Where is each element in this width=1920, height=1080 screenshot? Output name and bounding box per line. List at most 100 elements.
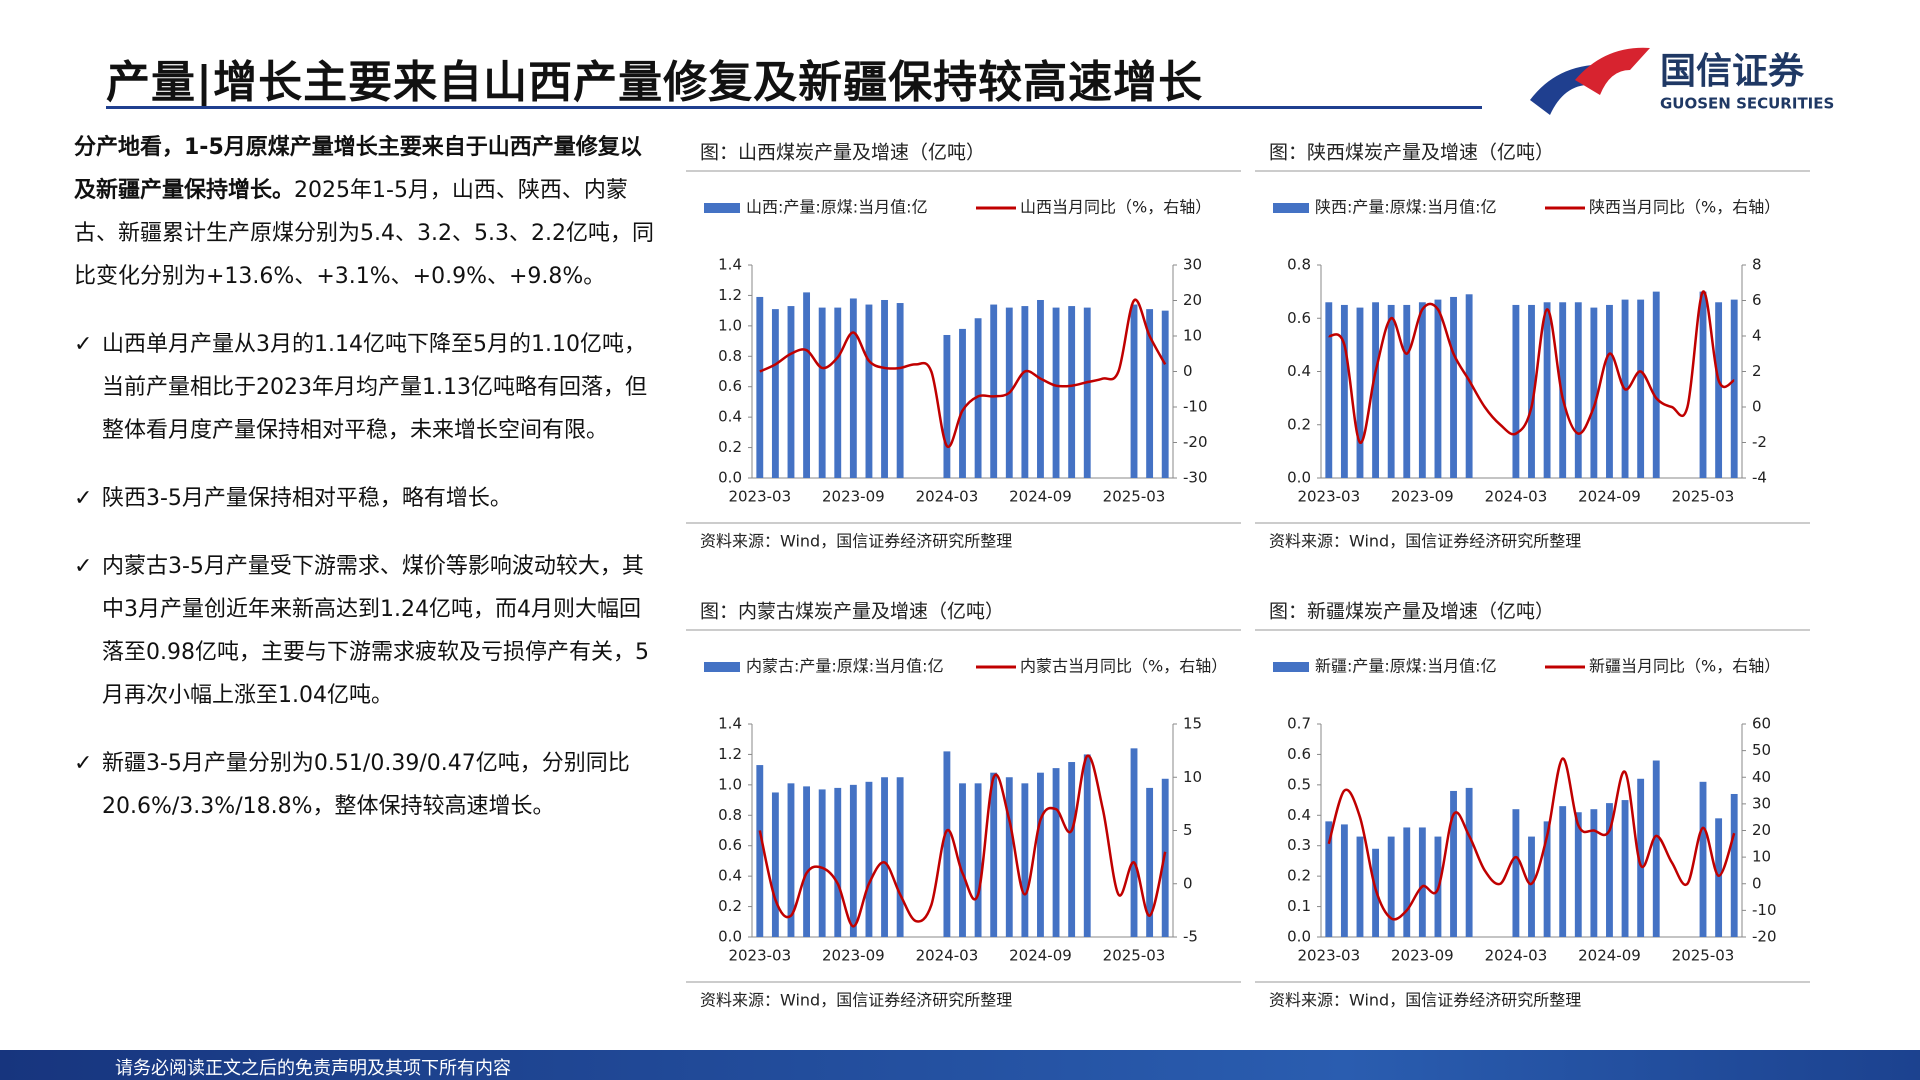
bar	[1637, 778, 1645, 937]
bar	[1146, 787, 1154, 937]
bar	[1387, 304, 1395, 478]
bar	[1450, 790, 1457, 937]
y-tick-label: 0.5	[1287, 775, 1311, 793]
y2-tick-label: 4	[1752, 327, 1762, 345]
bar	[1037, 772, 1044, 937]
bar	[1730, 299, 1738, 478]
line	[1327, 757, 1736, 921]
y-tick-label: 0.8	[718, 806, 742, 824]
bar	[849, 298, 857, 478]
intro-text: 2025年1-5月，山西、陕西、内蒙古、新疆累计生产原煤分别为5.4、3.2、5…	[74, 178, 654, 289]
y-tick-label: 0.4	[1287, 806, 1311, 824]
legend-label: 陕西:产量:原煤:当月值:亿	[1315, 198, 1497, 217]
x-tick-label: 2023-09	[1391, 947, 1454, 965]
y-tick-label: 0.4	[718, 867, 742, 885]
y2-tick-label: -30	[1183, 469, 1208, 487]
y2-tick-label: 40	[1752, 768, 1771, 786]
bar	[990, 772, 998, 937]
y2-tick-label: 0	[1752, 398, 1762, 416]
bar	[990, 304, 998, 478]
bar	[1528, 304, 1535, 478]
bar	[1699, 781, 1707, 937]
bar	[896, 303, 904, 478]
bar	[756, 296, 764, 478]
bar	[1559, 806, 1567, 937]
y2-tick-label: 6	[1752, 291, 1762, 309]
chart: 图：新疆煤炭产量及增速（亿吨） 资料来源：Wind，国信证券经济研究所整理 0.0 0…	[1255, 601, 1810, 1010]
source: 资料来源：Wind，国信证券经济研究所整理	[1269, 991, 1581, 1010]
legend-label: 内蒙古:产量:原煤:当月值:亿	[746, 657, 944, 676]
logo: 国信证券 GUOSEN SECURITIES	[1530, 47, 1834, 115]
legend-swatch	[1273, 662, 1309, 672]
y-tick-label: 0.7	[1287, 715, 1311, 733]
bar	[1715, 302, 1723, 478]
y-tick-label: 1.0	[718, 775, 742, 793]
x-tick-label: 2024-09	[1009, 947, 1072, 965]
x-tick-label: 2025-03	[1672, 488, 1735, 506]
y-tick-label: 0.6	[718, 836, 742, 854]
bar	[1325, 302, 1333, 478]
bar	[1021, 783, 1029, 937]
bar	[1418, 827, 1426, 937]
y-tick-label: 1.2	[718, 745, 742, 763]
bar	[1403, 827, 1411, 937]
x-tick-label: 2024-09	[1578, 947, 1641, 965]
slide-title: 产量|增长主要来自山西产量修复及新疆保持较高速增长	[106, 57, 1204, 108]
bar	[896, 777, 904, 937]
legend-label: 新疆:产量:原煤:当月值:亿	[1315, 657, 1497, 676]
y2-tick-label: 0	[1183, 874, 1193, 892]
bar	[1590, 307, 1598, 478]
bullet: 新疆3-5月产量分别为0.51/0.39/0.47亿吨，分别同比20.6%/3.…	[74, 742, 654, 828]
x-tick-label: 2023-03	[1297, 488, 1360, 506]
y2-tick-label: -10	[1183, 398, 1208, 416]
bar	[1606, 304, 1613, 478]
bar	[865, 304, 873, 478]
bar	[1356, 836, 1364, 937]
bar	[1543, 302, 1551, 478]
intro-bold: 分产地看，1-5月原煤产量增长主要来自于山西产量修复以及新疆产量保持增长。	[74, 135, 642, 203]
bar	[1450, 296, 1457, 478]
y-tick-label: 0.8	[1287, 256, 1311, 274]
x-tick-label: 2023-03	[1297, 947, 1360, 965]
footer: 请务必阅读正文之后的免责声明及其项下所有内容	[0, 1050, 1920, 1080]
bar	[1068, 762, 1076, 937]
bullet: 山西单月产量从3月的1.14亿吨下降至5月的1.10亿吨，当前产量相比于2023…	[74, 323, 654, 452]
y2-tick-label: 0	[1752, 874, 1762, 892]
y2-tick-label: -20	[1752, 928, 1777, 946]
y-tick-label: 0.6	[1287, 745, 1311, 763]
bar	[1130, 748, 1138, 937]
chart-title: 图：内蒙古煤炭产量及增速（亿吨）	[700, 601, 1004, 623]
bar	[803, 786, 811, 937]
x-tick-label: 2023-03	[728, 947, 791, 965]
bar	[1715, 818, 1723, 937]
y2-tick-label: -5	[1183, 928, 1198, 946]
legend-label: 山西当月同比（%，右轴）	[1020, 198, 1211, 217]
logo-en: GUOSEN SECURITIES	[1660, 95, 1834, 113]
bar	[803, 292, 811, 478]
bar	[1652, 760, 1660, 937]
y-tick-label: 0.8	[718, 347, 742, 365]
bar	[818, 307, 826, 478]
bar	[1606, 803, 1613, 937]
y2-tick-label: 10	[1183, 768, 1202, 786]
y2-tick-label: 15	[1183, 715, 1202, 733]
x-tick-label: 2024-09	[1578, 488, 1641, 506]
bar	[881, 777, 888, 937]
footer-text: 请务必阅读正文之后的免责声明及其项下所有内容	[115, 1058, 511, 1079]
y-tick-label: 0.4	[1287, 362, 1311, 380]
y-tick-label: 1.4	[718, 256, 742, 274]
bar	[959, 783, 966, 937]
bar	[1465, 787, 1473, 937]
y2-tick-label: 30	[1183, 256, 1202, 274]
y-tick-label: 0.1	[1287, 897, 1311, 915]
bar	[1418, 302, 1426, 478]
bar	[756, 765, 764, 937]
bar	[787, 306, 795, 478]
bar	[1130, 304, 1138, 478]
bar	[1021, 306, 1029, 478]
y2-tick-label: 10	[1752, 848, 1771, 866]
line	[758, 754, 1167, 928]
x-tick-label: 2024-03	[916, 488, 979, 506]
x-tick-label: 2023-03	[728, 488, 791, 506]
